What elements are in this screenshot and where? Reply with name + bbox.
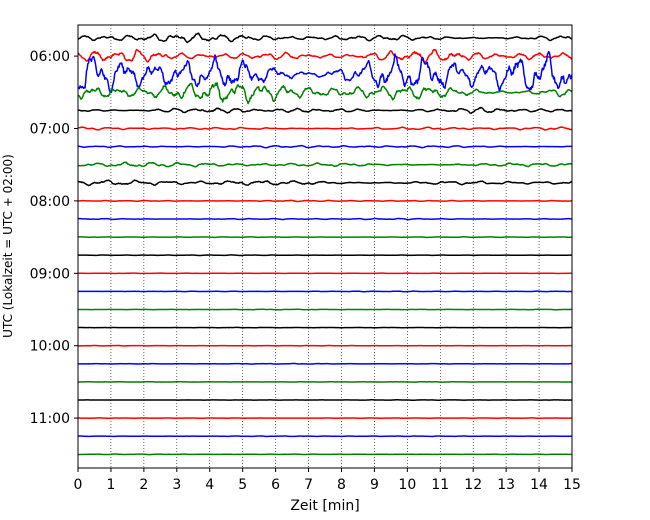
y-tick-label: 09:00 <box>30 266 70 282</box>
x-tick-label: 14 <box>530 477 548 493</box>
x-tick-label: 7 <box>304 477 313 493</box>
seismogram-trace <box>78 32 572 44</box>
seismogram-trace <box>78 48 572 65</box>
x-tick-label: 15 <box>563 477 581 493</box>
x-tick-label: 6 <box>271 477 280 493</box>
seismogram-trace <box>78 254 572 257</box>
seismogram-trace <box>78 362 572 365</box>
seismogram-trace <box>78 453 572 456</box>
x-tick-label: 8 <box>337 477 346 493</box>
seismogram-trace <box>78 161 572 168</box>
x-tick-label: 0 <box>74 477 83 493</box>
y-tick-label: 08:00 <box>30 194 70 210</box>
seismogram-trace <box>78 199 572 203</box>
trace-group <box>78 32 572 456</box>
seismogram-trace <box>78 106 572 115</box>
y-tick-label: 11:00 <box>30 411 70 427</box>
y-axis-ticks: 06:00 07:00 08:00 09:00 10:00 11:00 <box>30 49 78 427</box>
seismogram-trace <box>78 82 572 105</box>
x-tick-label: 13 <box>497 477 515 493</box>
y-axis-label: UTC (Lokalzeit = UTC + 02:00) <box>1 154 15 338</box>
seismogram-trace <box>78 435 572 438</box>
seismogram-trace <box>78 144 572 149</box>
x-tick-label: 1 <box>106 477 115 493</box>
x-tick-label: 12 <box>464 477 482 493</box>
y-tick-label: 10:00 <box>30 339 70 355</box>
seismogram-trace <box>78 126 572 131</box>
x-axis-label: Zeit [min] <box>290 498 359 514</box>
x-tick-label: 2 <box>139 477 148 493</box>
seismogram-trace <box>78 217 572 221</box>
seismogram-trace <box>78 236 572 239</box>
x-tick-label: 9 <box>370 477 379 493</box>
x-tick-label: 10 <box>398 477 416 493</box>
seismogram-trace <box>78 50 572 94</box>
x-tick-label: 11 <box>431 477 449 493</box>
y-tick-label: 06:00 <box>30 49 70 65</box>
x-tick-label: 3 <box>172 477 181 493</box>
y-tick-label: 07:00 <box>30 122 70 138</box>
seismogram-trace <box>78 290 572 293</box>
plot-frame <box>77 24 573 469</box>
seismogram-trace <box>78 308 572 311</box>
x-tick-label: 4 <box>205 477 214 493</box>
x-axis-ticks: 0 1 2 3 4 5 6 7 8 9 10 11 12 13 14 15 <box>74 468 581 493</box>
seismogram-trace <box>78 179 572 187</box>
x-tick-label: 5 <box>238 477 247 493</box>
